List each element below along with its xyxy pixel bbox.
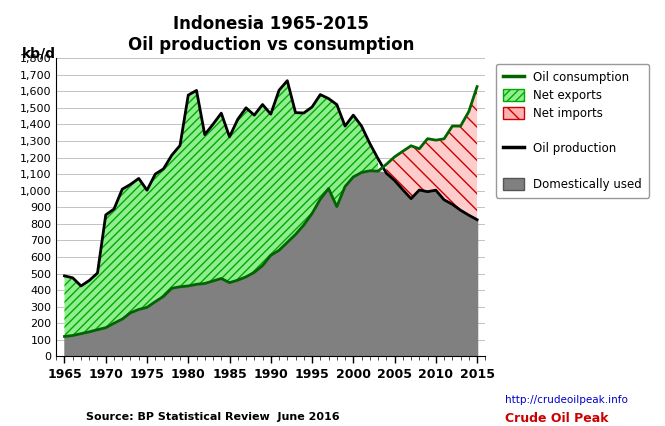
Text: kb/d: kb/d [22,46,56,60]
Text: Source: BP Statistical Review  June 2016: Source: BP Statistical Review June 2016 [86,412,340,422]
Title: Indonesia 1965-2015
Oil production vs consumption: Indonesia 1965-2015 Oil production vs co… [128,15,414,54]
Legend: Oil consumption, Net exports, Net imports, , Oil production, , Domestically used: Oil consumption, Net exports, Net import… [495,64,649,198]
Text: http://crudeoilpeak.info: http://crudeoilpeak.info [505,394,628,405]
Text: Crude Oil Peak: Crude Oil Peak [505,412,609,425]
